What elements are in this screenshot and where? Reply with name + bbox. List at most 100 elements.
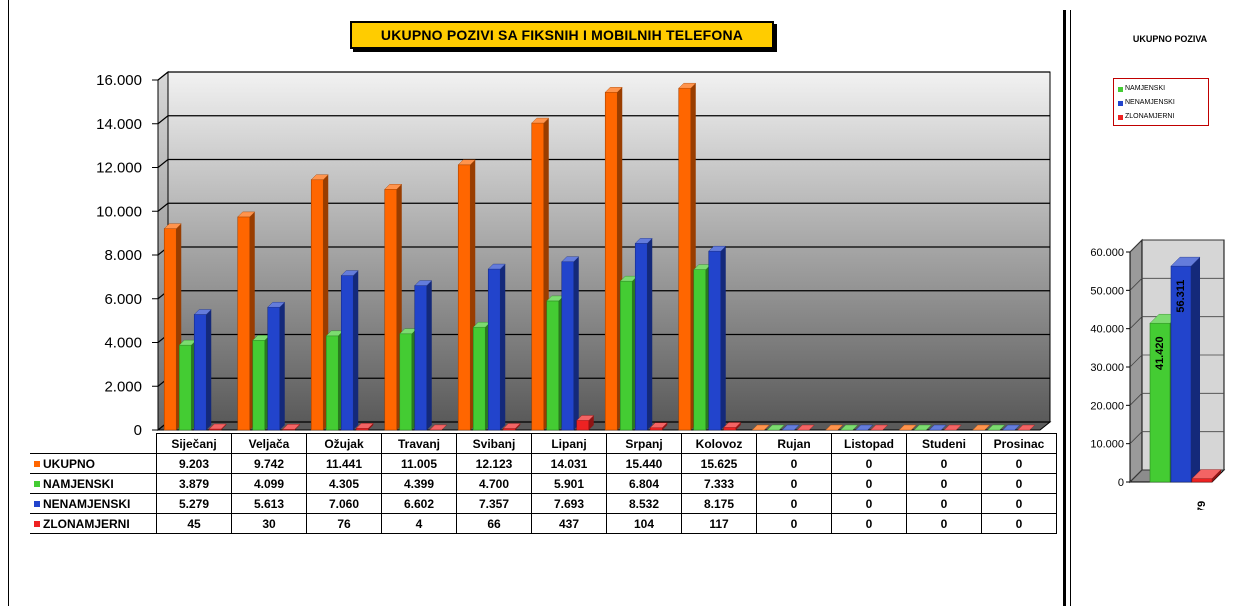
bar-zlonamjerni-sijecanj [208, 423, 227, 431]
side-bar-data-label: 41.420 [1154, 336, 1166, 370]
table-cell: 0 [756, 513, 832, 534]
category-label: Studeni [906, 433, 982, 454]
bar-nenamjenski-prosinac [1002, 424, 1021, 431]
side-legend-item: NENAMJENSKI [1118, 96, 1204, 110]
table-row: NAMJENSKI 3.879 4.099 4.305 4.399 4.700 5.901 6… [30, 473, 1057, 494]
category-label: Ožujak [306, 433, 382, 454]
series-name: NAMJENSKI [43, 476, 114, 491]
table-cell: 11.441 [306, 453, 382, 474]
table-cell: 4.700 [456, 473, 532, 494]
bar-nenamjenski-srpanj [634, 238, 653, 431]
bar-namjenski-lipanj [546, 295, 565, 431]
table-cell: 14.031 [531, 453, 607, 474]
table-cell: 9.203 [156, 453, 232, 474]
bar-namjenski-sijecanj [178, 339, 197, 431]
table-corner-cell [30, 434, 157, 454]
gridline [157, 158, 1050, 168]
side-legend: NAMJENSKI NENAMJENSKI ZLONAMJERNI [1113, 78, 1209, 126]
table-cell: 0 [831, 513, 907, 534]
table-cell: 0 [756, 473, 832, 494]
series-label: NAMJENSKI [30, 473, 157, 494]
legend-swatch [34, 501, 40, 508]
bar-nenamjenski-travanj [414, 280, 433, 431]
left-frame-line [8, 0, 9, 606]
table-cell: 0 [831, 493, 907, 514]
category-label: Srpanj [606, 433, 682, 454]
bar-namjenski-prosinac [987, 424, 1006, 431]
bar-zlonamjerni-kolovoz [723, 422, 742, 431]
data-table: Siječanj Veljača Ožujak Travanj Svibanj Lipan… [30, 433, 1057, 534]
y-tick-label: 16.000 [96, 72, 142, 89]
bar-namjenski-srpanj [619, 275, 638, 431]
table-row: ZLONAMJERNI 45 30 76 4 66 437 104 117 0 0 0 0 [30, 513, 1057, 534]
legend-swatch [1118, 114, 1123, 120]
bar-nenamjenski-ozujak [340, 270, 359, 431]
category-label: Listopad [831, 433, 907, 454]
bar-nenamjenski-lipanj [561, 256, 580, 431]
bar-ukupno-ozujak [310, 174, 329, 431]
table-cell: 0 [906, 453, 982, 474]
table-cell: 8.532 [606, 493, 682, 514]
legend-swatch [34, 481, 40, 488]
bar-namjenski-listopad [840, 424, 859, 431]
side-legend-item: NAMJENSKI [1118, 82, 1204, 96]
legend-swatch [34, 461, 40, 468]
table-cell: 15.625 [681, 453, 757, 474]
y-tick-label: 4.000 [104, 335, 142, 352]
y-tick-label: 12.000 [96, 160, 142, 177]
table-cell: 0 [906, 493, 982, 514]
series-name: UKUPNO [43, 456, 96, 471]
table-cell: 7.060 [306, 493, 382, 514]
table-cell: 30 [231, 513, 307, 534]
bar-namjenski-travanj [399, 328, 418, 431]
category-label: Kolovoz [681, 433, 757, 454]
table-cell: 0 [831, 453, 907, 474]
table-cell: 7.333 [681, 473, 757, 494]
legend-label: NAMJENSKI [1125, 85, 1166, 92]
side-legend-item: ZLONAMJERNI [1118, 110, 1204, 124]
side-chart-title: UKUPNO POZIVA [1132, 34, 1208, 44]
bar-ukupno-studeni [898, 424, 917, 431]
table-cell: 45 [156, 513, 232, 534]
table-cell: 76 [306, 513, 382, 534]
table-cell: 104 [606, 513, 682, 534]
bar-nenamjenski-listopad [855, 424, 874, 431]
category-label: Veljača [231, 433, 307, 454]
bar-nenamjenski-studeni [928, 424, 947, 431]
table-cell: 6.804 [606, 473, 682, 494]
bar-ukupno-rujan [751, 424, 770, 431]
side-y-tick-label: 50.000 [1090, 285, 1124, 297]
table-cell: 8.175 [681, 493, 757, 514]
bar-ukupno-kolovoz [678, 83, 697, 431]
bar-zlonamjerni-studeni [943, 424, 962, 431]
side-chart: 0 10.000 20.000 30.000 40.000 50.000 60.000 41.… [1090, 238, 1226, 510]
table-cell: 0 [981, 453, 1057, 474]
bar-namjenski-rujan [766, 424, 785, 431]
table-cell: 117 [681, 513, 757, 534]
side-bar-nenamjenski [1170, 256, 1201, 483]
table-cell: 7.693 [531, 493, 607, 514]
series-name: NENAMJENSKI [43, 496, 131, 511]
y-tick-label: 8.000 [104, 247, 142, 264]
table-cell: 0 [981, 493, 1057, 514]
table-cell: 6.602 [381, 493, 457, 514]
bar-zlonamjerni-rujan [796, 424, 815, 431]
table-cell: 4 [381, 513, 457, 534]
bar-nenamjenski-rujan [781, 424, 800, 431]
bar-zlonamjerni-svibanj [502, 423, 521, 431]
bar-nenamjenski-svibanj [487, 263, 506, 431]
bar-zlonamjerni-listopad [870, 424, 889, 431]
side-bar-data-label: 879 [1196, 501, 1208, 510]
table-cell: 66 [456, 513, 532, 534]
table-cell: 5.613 [231, 493, 307, 514]
series-label: NENAMJENSKI [30, 493, 157, 514]
legend-label: ZLONAMJERNI [1125, 113, 1175, 120]
side-y-tick-label: 0 [1118, 477, 1124, 489]
bar-ukupno-svibanj [457, 159, 476, 431]
category-label: Siječanj [156, 433, 232, 454]
bar-ukupno-listopad [825, 424, 844, 431]
gridline [157, 115, 1050, 125]
bar-ukupno-prosinac [972, 424, 991, 431]
legend-swatch [1118, 86, 1123, 92]
